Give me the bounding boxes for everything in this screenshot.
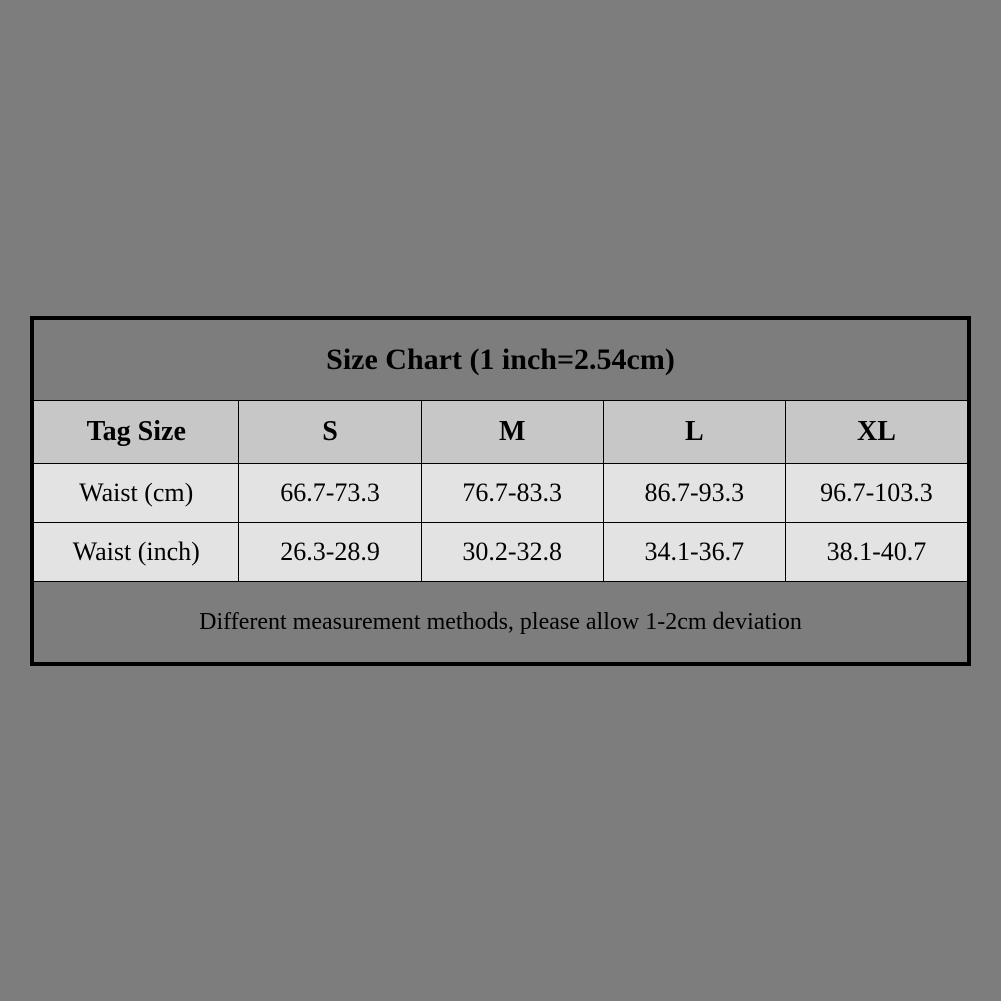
header-tag-size: Tag Size	[34, 401, 239, 464]
row-label-waist-inch: Waist (inch)	[34, 523, 239, 582]
cell-waist-cm-xl: 96.7-103.3	[785, 464, 967, 523]
header-size-s: S	[239, 401, 421, 464]
footer-row: Different measurement methods, please al…	[34, 582, 968, 663]
cell-waist-cm-m: 76.7-83.3	[421, 464, 603, 523]
header-row: Tag Size S M L XL	[34, 401, 968, 464]
row-label-waist-cm: Waist (cm)	[34, 464, 239, 523]
cell-waist-inch-s: 26.3-28.9	[239, 523, 421, 582]
table-footer-note: Different measurement methods, please al…	[34, 582, 968, 663]
header-size-m: M	[421, 401, 603, 464]
page-canvas: Size Chart (1 inch=2.54cm) Tag Size S M …	[0, 0, 1001, 1001]
header-size-xl: XL	[785, 401, 967, 464]
header-size-l: L	[603, 401, 785, 464]
cell-waist-cm-l: 86.7-93.3	[603, 464, 785, 523]
table-title: Size Chart (1 inch=2.54cm)	[34, 320, 968, 401]
size-chart-container: Size Chart (1 inch=2.54cm) Tag Size S M …	[30, 316, 971, 666]
cell-waist-inch-m: 30.2-32.8	[421, 523, 603, 582]
title-row: Size Chart (1 inch=2.54cm)	[34, 320, 968, 401]
size-chart-table: Size Chart (1 inch=2.54cm) Tag Size S M …	[33, 319, 968, 663]
table-row: Waist (inch) 26.3-28.9 30.2-32.8 34.1-36…	[34, 523, 968, 582]
cell-waist-cm-s: 66.7-73.3	[239, 464, 421, 523]
cell-waist-inch-l: 34.1-36.7	[603, 523, 785, 582]
cell-waist-inch-xl: 38.1-40.7	[785, 523, 967, 582]
table-row: Waist (cm) 66.7-73.3 76.7-83.3 86.7-93.3…	[34, 464, 968, 523]
